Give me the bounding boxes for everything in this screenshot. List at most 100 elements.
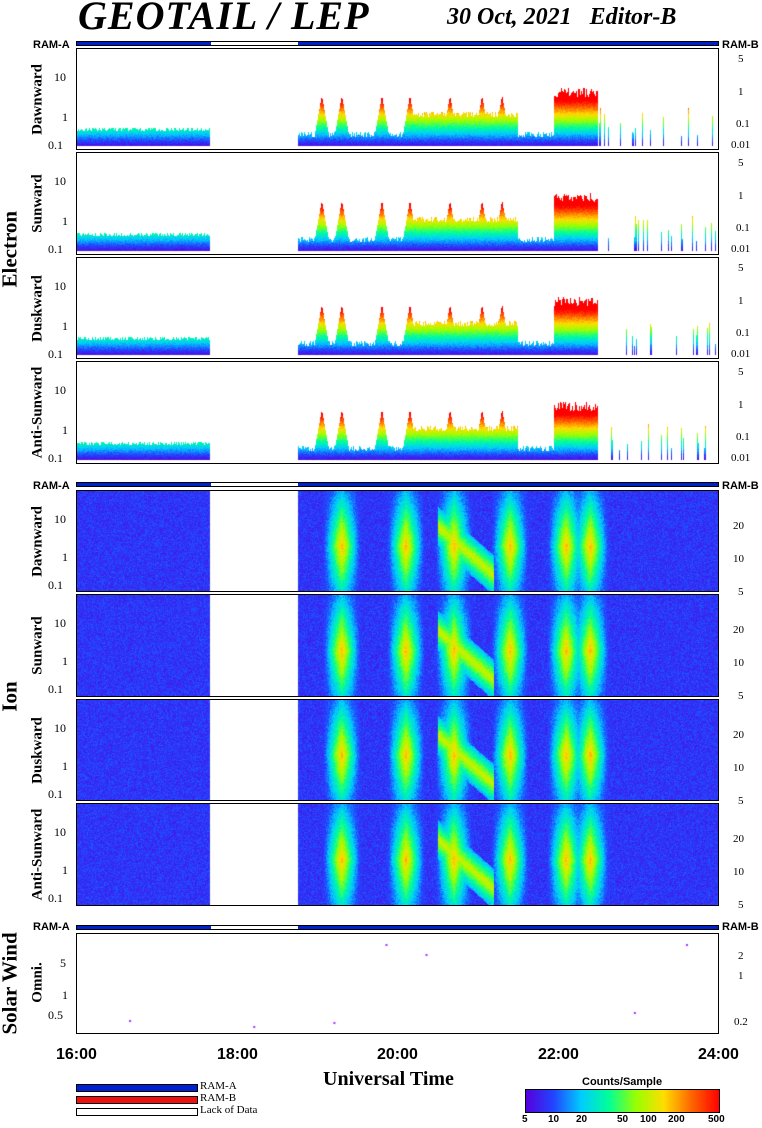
x-tick-label: 18:00 <box>217 1046 258 1063</box>
y-tick-right: 5 <box>738 157 744 169</box>
x-tick-label: 16:00 <box>56 1046 97 1063</box>
y-tick-left: 1 <box>62 550 68 564</box>
colorbar <box>525 1089 720 1113</box>
y-tick-left: 10 <box>54 279 66 293</box>
electron-dawnward-panel <box>76 48 719 150</box>
spectrogram <box>77 804 718 905</box>
y-tick-left: 1 <box>62 863 68 877</box>
legend-swatch-ram-a <box>76 1084 198 1092</box>
y-tick-left: 0.1 <box>48 578 63 592</box>
y-tick-left: 10 <box>54 70 66 84</box>
ram-b-label: RAM-B <box>722 480 759 492</box>
y-tick-left: 0.1 <box>48 242 63 256</box>
panel-label-sw: Omni. <box>29 962 46 1003</box>
y-tick-left: 1 <box>62 423 68 437</box>
y-tick-left: 0.1 <box>48 347 63 361</box>
ram-gap <box>211 42 298 45</box>
y-tick-right: 10 <box>733 553 744 565</box>
y-tick-right: 5 <box>738 690 744 702</box>
y-tick-right: 10 <box>733 657 744 669</box>
y-tick-left: 0.1 <box>48 682 63 696</box>
ram-band-ion <box>76 482 719 487</box>
panel-label-i1: Dawnward <box>29 506 46 577</box>
y-tick-right: 5 <box>738 795 744 807</box>
colorbar-tick: 50 <box>617 1114 629 1125</box>
spectrogram <box>77 934 718 1033</box>
ram-a-label: RAM-A <box>33 39 70 51</box>
legend-lack-label: Lack of Data <box>200 1104 258 1116</box>
y-tick-right: 5 <box>738 262 744 274</box>
spectrogram <box>77 700 718 800</box>
y-tick-right: 1 <box>738 399 744 411</box>
spectrogram <box>77 491 718 591</box>
y-tick-right: 20 <box>733 520 744 532</box>
spectrogram <box>77 153 718 254</box>
y-tick-left: 0.5 <box>48 1008 63 1022</box>
y-tick-left: 1 <box>62 214 68 228</box>
date-label: 30 Oct, 2021 Editor-B <box>447 4 676 31</box>
ram-b-label: RAM-B <box>722 921 759 933</box>
colorbar-tick: 10 <box>548 1114 560 1125</box>
spectrogram <box>77 258 718 358</box>
y-tick-right: 5 <box>738 366 744 378</box>
y-tick-right: 1 <box>738 295 744 307</box>
ion-antisunward-panel <box>76 803 719 906</box>
y-tick-left: 10 <box>54 616 66 630</box>
ram-gap <box>211 483 298 486</box>
legend-ram-b-label: RAM-B <box>200 1092 237 1104</box>
colorbar-tick: 5 <box>522 1114 528 1125</box>
colorbar-tick: 200 <box>668 1114 685 1125</box>
y-tick-left: 0.1 <box>48 138 63 152</box>
y-tick-right: 20 <box>733 833 744 845</box>
y-tick-right: 5 <box>738 586 744 598</box>
colorbar-tick: 100 <box>640 1114 657 1125</box>
spectrogram <box>77 362 718 463</box>
spectrogram <box>77 49 718 149</box>
ion-sunward-panel <box>76 594 719 697</box>
x-tick-label: 20:00 <box>377 1046 418 1063</box>
y-tick-right: 1 <box>738 970 744 982</box>
y-tick-left: 5 <box>60 956 66 970</box>
y-tick-left: 10 <box>54 174 66 188</box>
editor-text: Editor-B <box>589 4 677 30</box>
panel-label-e1: Dawnward <box>29 64 46 135</box>
ram-a-label: RAM-A <box>33 480 70 492</box>
y-tick-left: 0.1 <box>48 451 63 465</box>
legend-swatch-ram-b <box>76 1096 198 1104</box>
y-tick-right: 1 <box>738 86 744 98</box>
electron-sunward-panel <box>76 152 719 255</box>
y-tick-left: 0.1 <box>48 787 63 801</box>
panel-label-i4: Anti-Sunward <box>29 808 46 901</box>
ram-a-label: RAM-A <box>33 921 70 933</box>
y-tick-right: 20 <box>733 729 744 741</box>
y-tick-left: 1 <box>62 759 68 773</box>
y-tick-right: 1 <box>738 190 744 202</box>
ram-band-electron <box>76 41 719 46</box>
ram-b-label: RAM-B <box>722 39 759 51</box>
electron-duskward-panel <box>76 257 719 359</box>
solar-wind-omni-panel <box>76 933 719 1034</box>
colorbar-tick: 20 <box>576 1114 588 1125</box>
y-tick-left: 1 <box>62 988 68 1002</box>
y-tick-right: 20 <box>733 624 744 636</box>
y-tick-left: 1 <box>62 654 68 668</box>
legend-swatch-lack <box>76 1108 198 1116</box>
y-tick-right: 5 <box>738 899 744 911</box>
x-axis-label: Universal Time <box>323 1068 454 1090</box>
y-tick-left: 10 <box>54 721 66 735</box>
y-tick-right: 0.1 <box>736 431 750 443</box>
x-tick-label: 22:00 <box>538 1046 579 1063</box>
panel-label-i3: Duskward <box>29 717 46 784</box>
y-tick-right: 5 <box>738 53 744 65</box>
electron-antisunward-panel <box>76 361 719 464</box>
y-tick-left: 10 <box>54 825 66 839</box>
y-tick-right: 10 <box>733 762 744 774</box>
y-tick-right: 0.01 <box>731 139 751 151</box>
y-tick-right: 10 <box>733 866 744 878</box>
y-tick-right: 2 <box>738 950 744 962</box>
date-text: 30 Oct, 2021 <box>447 4 572 30</box>
colorbar-title: Counts/Sample <box>582 1076 663 1088</box>
ion-group-label: Ion <box>0 681 22 712</box>
ion-duskward-panel <box>76 699 719 801</box>
y-tick-right: 0.01 <box>731 452 751 464</box>
